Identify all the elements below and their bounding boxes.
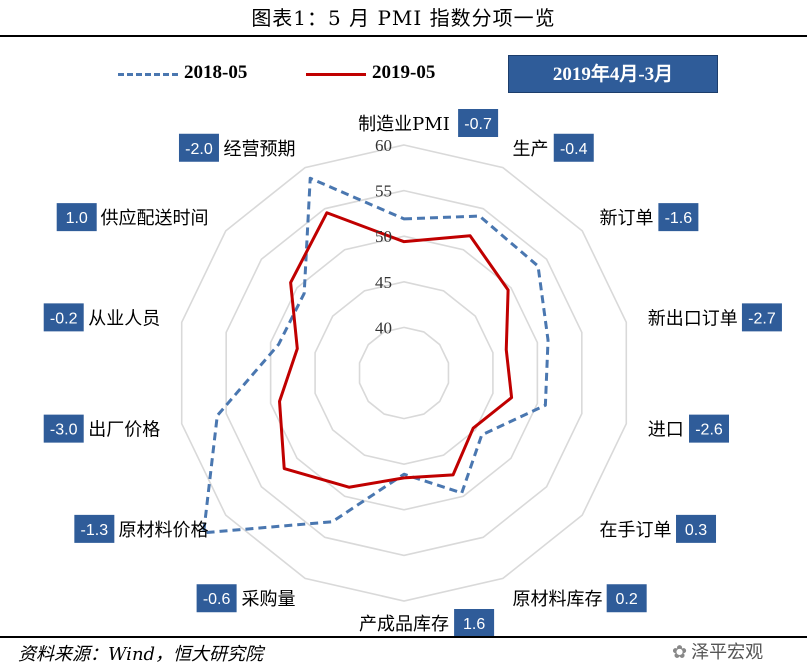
category-label: 原材料价格 <box>119 520 209 541</box>
badge-value: -2.6 <box>695 422 723 439</box>
badge-value: 0.3 <box>685 522 707 539</box>
legend-swatch-2018 <box>118 73 178 76</box>
category-label: 采购量 <box>242 589 296 610</box>
badge-box <box>196 584 237 613</box>
badge-box <box>74 514 115 543</box>
category-label: 经营预期 <box>224 139 296 160</box>
badge-value: -2.0 <box>185 141 213 158</box>
category-label: 生产 <box>512 139 548 160</box>
title-rule <box>0 35 807 37</box>
chart-title: 图表1：5 月 PMI 指数分项一览 <box>251 6 556 30</box>
badge-box <box>553 133 594 162</box>
badge-box <box>178 133 219 162</box>
watermark: ✿ 泽平宏观 <box>672 638 763 664</box>
category-label: 从业人员 <box>88 308 160 329</box>
category-label: 出厂价格 <box>88 420 160 441</box>
badge-box <box>43 303 84 332</box>
radial-tick-label: 60 <box>375 136 392 155</box>
category-label: 产成品库存 <box>359 614 449 635</box>
badge-box <box>454 609 495 637</box>
badge-value: -0.7 <box>464 116 492 133</box>
badge-box <box>689 414 730 443</box>
radial-tick-label: 55 <box>375 182 392 201</box>
badge-box <box>741 303 782 332</box>
badge-box <box>43 414 84 443</box>
series-line-2018-05 <box>202 176 550 535</box>
radial-tick-label: 50 <box>375 227 392 246</box>
category-label: 新出口订单 <box>648 308 738 329</box>
badge-value: 0.2 <box>616 591 638 608</box>
legend-swatch-2019 <box>306 73 366 76</box>
radial-tick-label: 45 <box>375 273 392 292</box>
badge-box <box>458 109 499 137</box>
badge-value: 1.0 <box>66 210 88 227</box>
grid-ring-50 <box>269 235 539 511</box>
period-label: 2019年4月-3月 <box>508 55 718 93</box>
badge-box <box>56 203 97 232</box>
legend-label-2018: 2018-05 <box>184 62 248 83</box>
badge-value: -1.6 <box>665 210 693 227</box>
badge-value: -0.6 <box>203 591 231 608</box>
watermark-text: 泽平宏观 <box>691 642 764 663</box>
badge-box <box>658 203 699 232</box>
grid-ring-40 <box>358 326 450 420</box>
badge-value: -1.3 <box>81 522 109 539</box>
category-label: 进口 <box>648 420 684 441</box>
series-line-2019-05 <box>278 211 514 489</box>
grid-ring-60 <box>180 144 628 602</box>
legend: 2018-05 2019-05 <box>118 60 498 90</box>
category-label: 制造业PMI <box>358 114 450 135</box>
footer-rule <box>0 636 807 638</box>
badge-box <box>606 584 647 613</box>
grid-ring-45 <box>314 280 494 466</box>
category-label: 原材料库存 <box>512 589 602 610</box>
badge-value: -3.0 <box>50 422 78 439</box>
badge-value: -0.4 <box>560 141 588 158</box>
category-label: 在手订单 <box>599 520 671 541</box>
wechat-icon: ✿ <box>672 642 688 663</box>
badge-value: 1.6 <box>463 616 485 633</box>
badge-box <box>676 514 717 543</box>
category-label: 供应配送时间 <box>101 208 209 229</box>
grid-ring-55 <box>225 189 583 557</box>
source-note: 资料来源：Wind，恒大研究院 <box>18 644 264 665</box>
badge-value: -0.2 <box>50 310 78 327</box>
legend-label-2019: 2019-05 <box>372 62 436 83</box>
radial-tick-label: 40 <box>375 318 392 337</box>
category-label: 新订单 <box>599 208 653 229</box>
badge-value: -2.7 <box>748 310 776 327</box>
